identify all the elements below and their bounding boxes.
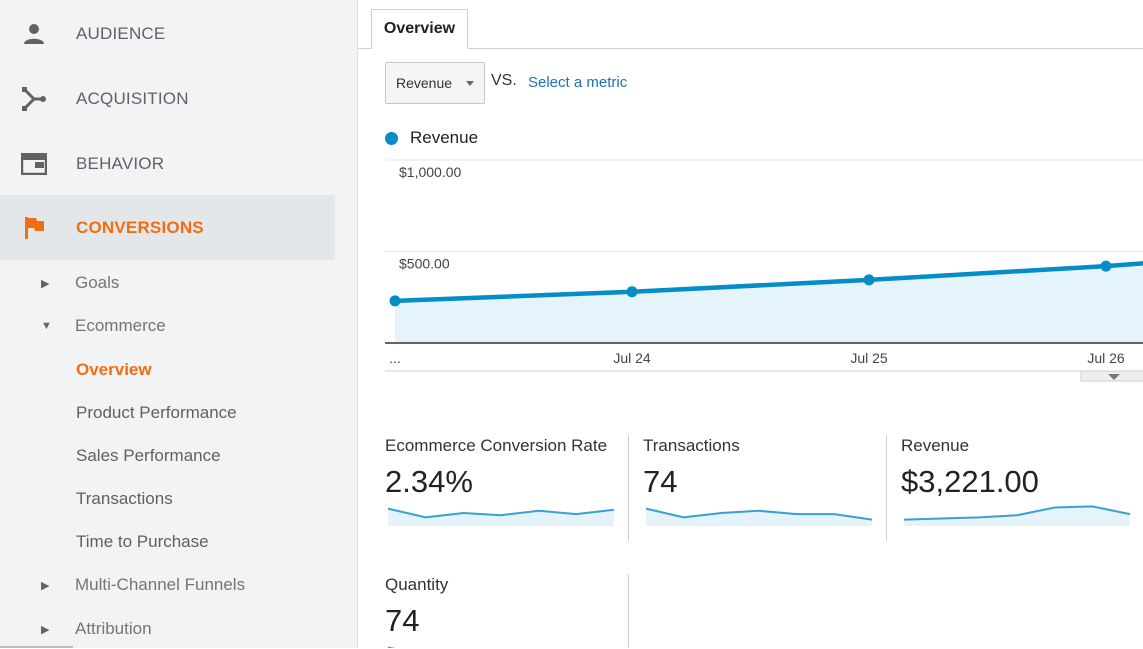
nav-multi-channel-funnels[interactable]: ▶ Multi-Channel Funnels: [0, 565, 335, 605]
main-panel: Overview Revenue VS. Select a metric Rev…: [357, 0, 1143, 648]
metric-select-value: Revenue: [396, 75, 452, 91]
person-icon: [21, 21, 47, 47]
nav-multi-channel-label: Multi-Channel Funnels: [75, 575, 245, 595]
nav-attribution[interactable]: ▶ Attribution: [0, 609, 335, 649]
flag-icon: [21, 215, 47, 241]
scorecard-value: $3,221.00: [901, 464, 1039, 500]
nav-ecommerce[interactable]: ▼ Ecommerce: [0, 306, 335, 346]
nav-time-to-purchase[interactable]: Time to Purchase: [0, 522, 335, 562]
x-tick-label: Jul 26: [1087, 350, 1125, 366]
sparkline: [901, 500, 1133, 530]
nav-ecommerce-overview[interactable]: Overview: [0, 350, 335, 390]
scorecard-conversion-rate[interactable]: Ecommerce Conversion Rate 2.34%: [385, 436, 625, 546]
select-metric-link[interactable]: Select a metric: [528, 74, 627, 91]
nav-time-to-purchase-label: Time to Purchase: [76, 532, 209, 552]
caret-right-icon: ▶: [41, 623, 49, 636]
x-tick-label: Jul 24: [613, 350, 651, 366]
scorecard-title: Ecommerce Conversion Rate: [385, 436, 607, 456]
scorecard-value: 74: [385, 603, 419, 639]
scorecard-quantity[interactable]: Quantity 74: [385, 575, 625, 648]
legend-dot-icon: [385, 132, 398, 145]
scorecard-divider: [628, 435, 629, 541]
scorecard-revenue[interactable]: Revenue $3,221.00: [901, 436, 1141, 546]
nav-transactions-label: Transactions: [76, 489, 173, 509]
caret-right-icon: ▶: [41, 579, 49, 592]
acquisition-icon: [21, 86, 47, 112]
caret-down-icon: ▼: [41, 320, 52, 332]
y-tick-label: $500.00: [399, 256, 450, 272]
nav-product-performance[interactable]: Product Performance: [0, 393, 335, 433]
nav-conversions[interactable]: CONVERSIONS: [0, 195, 335, 260]
sparkline: [643, 500, 875, 530]
nav-audience[interactable]: AUDIENCE: [0, 1, 335, 66]
scorecard-title: Transactions: [643, 436, 740, 456]
scorecard-title: Revenue: [901, 436, 969, 456]
data-point: [627, 286, 638, 297]
nav-conversions-label: CONVERSIONS: [76, 218, 204, 238]
nav-behavior-label: BEHAVIOR: [76, 154, 164, 174]
sparkline: [385, 639, 535, 648]
caret-right-icon: ▶: [41, 277, 49, 290]
tab-strip-line: [358, 48, 1143, 49]
tab-overview[interactable]: Overview: [371, 9, 468, 49]
data-point: [864, 274, 875, 285]
chart-legend: Revenue: [385, 128, 478, 148]
metric-select[interactable]: Revenue: [385, 62, 485, 104]
x-tick-label: ...: [389, 350, 401, 366]
sidebar-gap: [335, 0, 357, 648]
y-tick-label: $1,000.00: [399, 164, 461, 180]
dropdown-arrow-icon: [466, 81, 474, 86]
x-tick-label: Jul 25: [850, 350, 888, 366]
scorecard-title: Quantity: [385, 575, 448, 595]
sidebar: AUDIENCE ACQUISITION BEHAVIOR CONVERSION…: [0, 0, 335, 648]
nav-transactions[interactable]: Transactions: [0, 479, 335, 519]
scorecard-divider: [628, 574, 629, 648]
nav-goals-label: Goals: [75, 273, 119, 293]
nav-acquisition[interactable]: ACQUISITION: [0, 66, 335, 131]
legend-label: Revenue: [410, 128, 478, 148]
sparkline: [385, 500, 617, 530]
nav-ecommerce-label: Ecommerce: [75, 316, 166, 336]
data-point: [390, 295, 401, 306]
nav-attribution-label: Attribution: [75, 619, 152, 639]
nav-acquisition-label: ACQUISITION: [76, 89, 189, 109]
nav-sales-performance[interactable]: Sales Performance: [0, 436, 335, 476]
nav-product-performance-label: Product Performance: [76, 403, 237, 423]
nav-sales-performance-label: Sales Performance: [76, 446, 221, 466]
scorecard-value: 74: [643, 464, 677, 500]
scorecard-transactions[interactable]: Transactions 74: [643, 436, 883, 546]
vs-label: VS.: [491, 72, 517, 90]
behavior-icon: [21, 151, 47, 177]
scorecard-divider: [886, 435, 887, 541]
nav-audience-label: AUDIENCE: [76, 24, 165, 44]
nav-behavior[interactable]: BEHAVIOR: [0, 131, 335, 196]
nav-goals[interactable]: ▶ Goals: [0, 263, 335, 303]
nav-overview-label: Overview: [76, 360, 152, 380]
revenue-chart[interactable]: $1,000.00 $500.00... Jul 24 Jul 25 Jul 26: [385, 155, 1143, 385]
data-point: [1101, 261, 1112, 272]
scorecard-value: 2.34%: [385, 464, 473, 500]
